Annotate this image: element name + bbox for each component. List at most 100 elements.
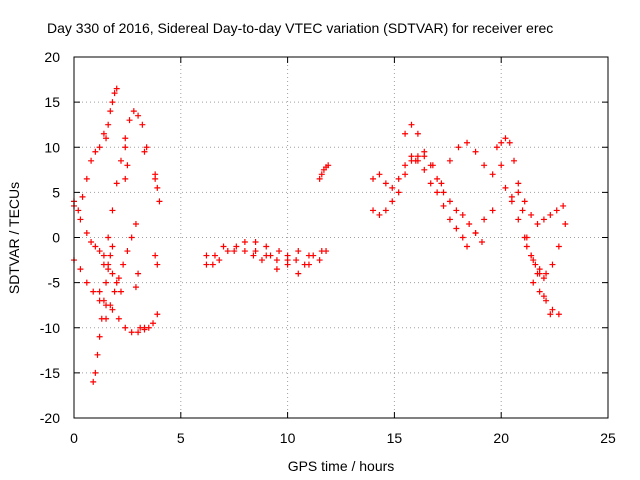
- data-point: [154, 184, 161, 191]
- series-arc-j: [152, 171, 163, 268]
- y-tick-label: -20: [40, 410, 60, 426]
- series-arc-f: [103, 85, 120, 142]
- data-point: [109, 99, 116, 106]
- data-point: [446, 157, 453, 164]
- data-point: [318, 171, 325, 178]
- data-point: [103, 279, 110, 286]
- data-point: [216, 257, 223, 264]
- data-point: [92, 243, 99, 250]
- data-point: [521, 234, 528, 241]
- data-point: [440, 202, 447, 209]
- data-point: [408, 121, 415, 128]
- series-arc-l: [203, 239, 330, 277]
- data-point: [472, 148, 479, 155]
- data-point: [120, 261, 127, 268]
- data-point: [79, 193, 86, 200]
- data-point: [100, 261, 107, 268]
- series-arc-x: [523, 220, 569, 277]
- series-arc-u: [493, 135, 547, 282]
- data-point: [90, 378, 97, 385]
- data-point: [543, 297, 550, 304]
- data-point: [508, 193, 515, 200]
- data-point: [203, 261, 210, 268]
- data-point: [515, 216, 522, 223]
- x-tick-label: 10: [280, 430, 296, 446]
- data-point: [154, 311, 161, 318]
- data-point: [402, 130, 409, 137]
- data-point: [464, 243, 471, 250]
- data-point: [103, 135, 110, 142]
- data-point: [77, 266, 84, 273]
- data-point: [135, 112, 142, 119]
- data-point: [154, 261, 161, 268]
- data-point: [543, 270, 550, 277]
- y-axis-label: SDTVAR / TECUs: [6, 182, 22, 294]
- data-point: [100, 252, 107, 259]
- data-point: [100, 297, 107, 304]
- data-point: [549, 306, 556, 313]
- data-point: [560, 202, 567, 209]
- data-point: [453, 225, 460, 232]
- data-point: [137, 324, 144, 331]
- data-point: [111, 90, 118, 97]
- data-point: [528, 252, 535, 259]
- data-point: [113, 180, 120, 187]
- data-point: [83, 175, 90, 182]
- data-point: [224, 248, 231, 255]
- data-point: [464, 139, 471, 146]
- chart-title: Day 330 of 2016, Sidereal Day-to-day VTE…: [47, 20, 553, 36]
- data-point: [83, 279, 90, 286]
- data-point: [276, 248, 283, 255]
- data-point: [126, 117, 133, 124]
- data-point: [562, 220, 569, 227]
- data-point: [105, 234, 112, 241]
- x-tick-label: 0: [70, 430, 78, 446]
- series-arc-y: [530, 202, 567, 318]
- data-point: [498, 162, 505, 169]
- data-point: [540, 293, 547, 300]
- data-point: [316, 175, 323, 182]
- y-tick-label: 20: [44, 49, 60, 65]
- data-point: [233, 243, 240, 250]
- data-point: [90, 288, 97, 295]
- data-point: [519, 207, 526, 214]
- data-point: [92, 369, 99, 376]
- data-point: [536, 266, 543, 273]
- data-point: [453, 207, 460, 214]
- data-point: [143, 144, 150, 151]
- data-point: [113, 85, 120, 92]
- data-point: [459, 234, 466, 241]
- data-point: [75, 207, 82, 214]
- data-point: [534, 270, 541, 277]
- data-point: [295, 270, 302, 277]
- x-tick-label: 20: [493, 430, 509, 446]
- data-point: [128, 329, 135, 336]
- data-point: [263, 243, 270, 250]
- data-point: [124, 248, 131, 255]
- series-arc-s: [412, 139, 505, 187]
- data-point: [150, 320, 157, 327]
- data-point: [250, 252, 257, 259]
- data-point: [376, 171, 383, 178]
- data-point: [555, 311, 562, 318]
- data-point: [547, 311, 554, 318]
- data-point: [77, 216, 84, 223]
- data-point: [506, 139, 513, 146]
- data-point: [489, 207, 496, 214]
- data-point: [370, 207, 377, 214]
- data-point: [117, 157, 124, 164]
- data-point: [553, 207, 560, 214]
- data-point: [421, 153, 428, 160]
- data-point: [370, 175, 377, 182]
- data-point: [555, 243, 562, 250]
- data-point: [111, 288, 118, 295]
- data-point: [115, 275, 122, 282]
- data-point: [94, 351, 101, 358]
- data-point: [536, 288, 543, 295]
- y-tick-label: 0: [52, 230, 60, 246]
- data-point: [446, 216, 453, 223]
- series-arc-p: [370, 153, 421, 218]
- data-point: [489, 171, 496, 178]
- data-point: [152, 252, 159, 259]
- series-arc-k: [122, 144, 150, 291]
